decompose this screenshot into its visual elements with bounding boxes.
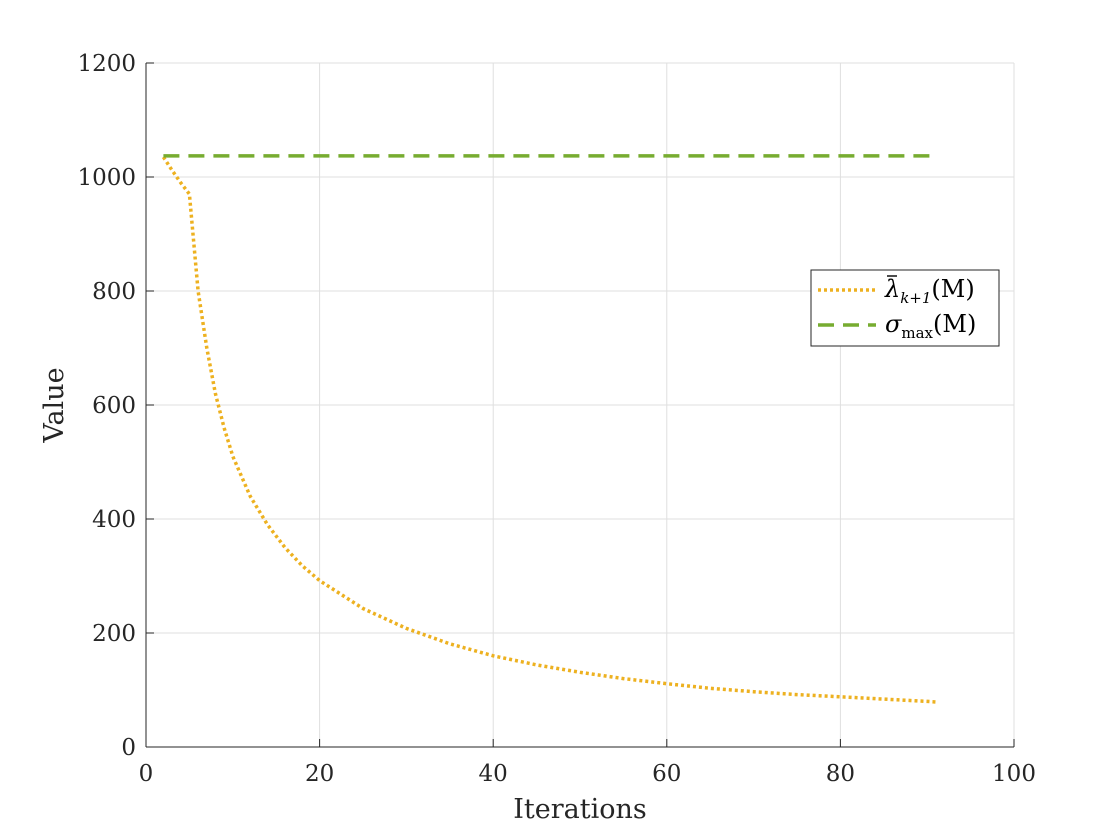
legend: λk+1(M) σmax(M) — [810, 269, 1000, 347]
x-tick-label: 20 — [305, 761, 334, 787]
y-tick-label: 600 — [92, 393, 136, 419]
x-tick-label: 0 — [139, 761, 154, 787]
y-tick-label: 400 — [92, 507, 136, 533]
y-tick-label: 1200 — [77, 51, 136, 77]
x-tick-label: 100 — [992, 761, 1036, 787]
y-tick-label: 200 — [92, 621, 136, 647]
legend-lambda-arg: (M) — [931, 275, 974, 303]
y-tick-label: 800 — [92, 279, 136, 305]
y-tick-label: 1000 — [77, 165, 136, 191]
legend-label-lambda: λk+1(M) — [884, 275, 975, 307]
legend-lambda-sub: k+1 — [900, 289, 931, 307]
series-line-lambda — [161, 156, 937, 704]
legend-lambda-base: λ — [884, 275, 900, 303]
legend-sigma-base: σ — [885, 310, 902, 338]
x-tick-label: 40 — [479, 761, 508, 787]
x-tick-label: 60 — [652, 761, 681, 787]
series-group — [161, 154, 937, 704]
legend-sigma-sub: max — [901, 324, 933, 342]
y-tick-label: 0 — [121, 735, 136, 761]
x-axis-title: Iterations — [513, 794, 646, 825]
x-tick-label: 80 — [826, 761, 855, 787]
legend-box — [810, 269, 1000, 347]
y-axis-title: Value — [39, 367, 70, 443]
legend-label-sigma: σmax(M) — [885, 310, 976, 342]
axes — [145, 62, 1015, 748]
legend-sigma-arg: (M) — [933, 310, 976, 338]
